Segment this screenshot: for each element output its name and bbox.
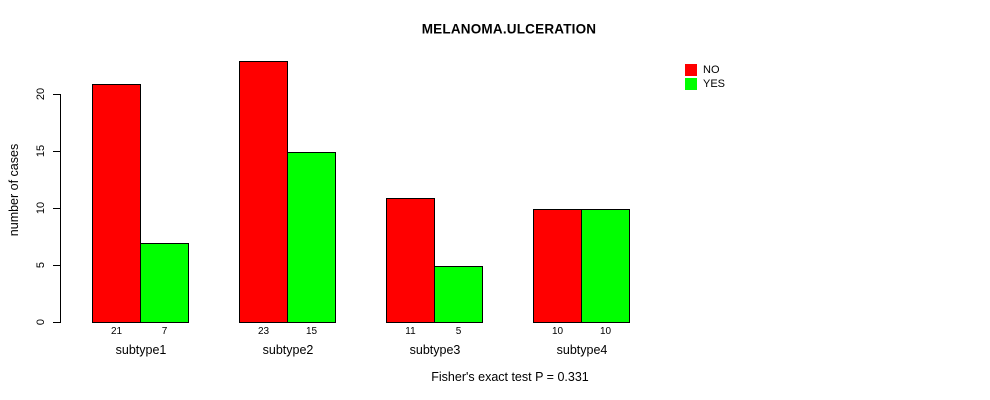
y-tick-label: 15 <box>35 144 47 157</box>
legend-label-yes: YES <box>703 78 726 90</box>
legend-label-no: NO <box>703 64 720 76</box>
x-category-label: subtype3 <box>409 343 461 357</box>
y-axis-tick <box>53 151 60 152</box>
y-axis-line <box>60 94 61 323</box>
legend-item-yes: YES <box>685 78 725 90</box>
bar-value-label: 21 <box>110 326 123 337</box>
bar-value-label: 5 <box>455 326 462 337</box>
bar-yes-subtype1 <box>140 243 189 323</box>
legend-item-no: NO <box>685 64 725 76</box>
x-category-label: subtype1 <box>115 343 167 357</box>
bar-no-subtype3 <box>386 198 435 323</box>
bar-no-subtype2 <box>239 61 288 323</box>
bar-value-label: 15 <box>305 326 318 337</box>
bar-no-subtype4 <box>533 209 582 323</box>
legend: NO YES <box>685 64 725 92</box>
stats-annotation: Fisher's exact test P = 0.331 <box>431 370 589 384</box>
bar-no-subtype1 <box>92 84 141 323</box>
legend-swatch-no <box>685 64 697 76</box>
bar-yes-subtype2 <box>287 152 336 323</box>
legend-swatch-yes <box>685 78 697 90</box>
x-category-label: subtype4 <box>556 343 608 357</box>
y-axis-tick <box>53 208 60 209</box>
chart-title: MELANOMA.ULCERATION <box>421 21 597 37</box>
bar-value-label: 23 <box>257 326 270 337</box>
y-axis-tick <box>53 94 60 95</box>
y-tick-label: 10 <box>35 201 47 214</box>
y-tick-label: 0 <box>35 318 47 325</box>
bar-value-label: 11 <box>405 326 416 337</box>
bar-value-label: 10 <box>551 326 564 337</box>
y-axis-tick <box>53 322 60 323</box>
bar-value-label: 7 <box>161 326 168 337</box>
bar-yes-subtype4 <box>581 209 630 323</box>
y-tick-label: 5 <box>35 261 47 268</box>
bar-value-label: 10 <box>599 326 612 337</box>
bar-yes-subtype3 <box>434 266 483 323</box>
y-tick-label: 20 <box>35 87 47 100</box>
x-category-label: subtype2 <box>262 343 314 357</box>
y-axis-tick <box>53 265 60 266</box>
